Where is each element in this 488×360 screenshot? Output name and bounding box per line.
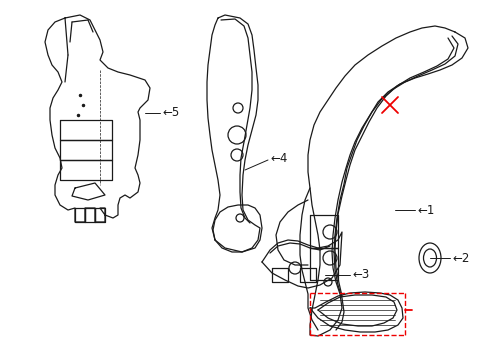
Text: ←2: ←2 [451,252,468,265]
Text: ←3: ←3 [351,269,368,282]
Text: ←4: ←4 [269,152,287,165]
Text: ←1: ←1 [416,203,433,216]
Text: ←5: ←5 [162,107,179,120]
